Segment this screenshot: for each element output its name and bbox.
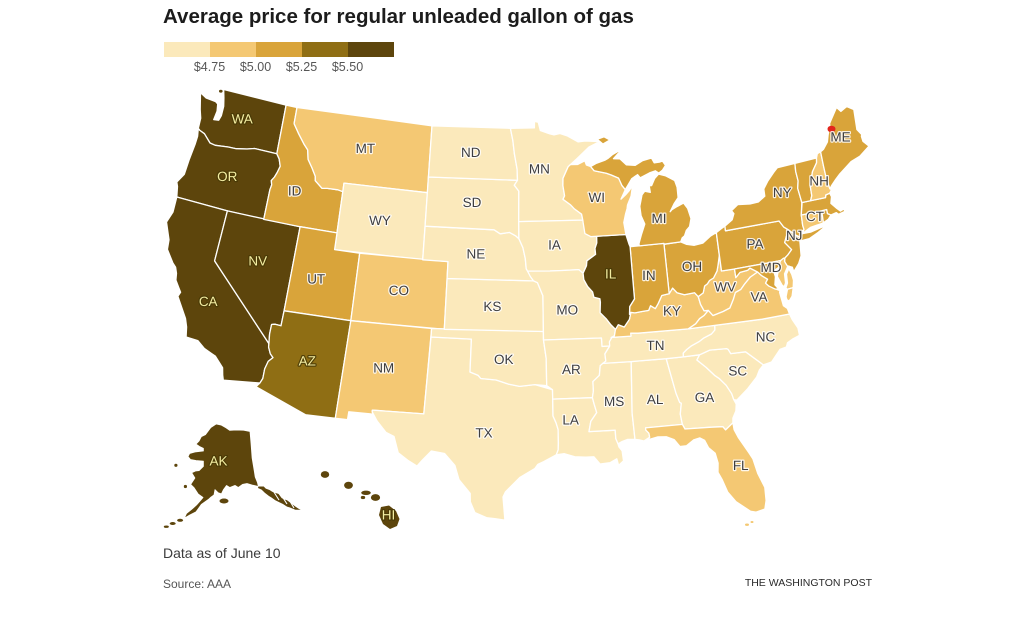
svg-text:TN: TN — [647, 338, 665, 353]
svg-text:PA: PA — [746, 237, 763, 252]
svg-text:SC: SC — [728, 364, 747, 379]
svg-text:NH: NH — [809, 174, 829, 189]
svg-text:NV: NV — [248, 253, 267, 268]
svg-text:NY: NY — [773, 185, 792, 200]
svg-text:NJ: NJ — [786, 228, 803, 243]
svg-text:WY: WY — [369, 213, 391, 228]
svg-text:HI: HI — [382, 508, 396, 523]
svg-text:KS: KS — [483, 299, 501, 314]
svg-text:AZ: AZ — [299, 353, 316, 368]
svg-text:GA: GA — [695, 390, 715, 405]
svg-text:CT: CT — [806, 209, 824, 224]
svg-text:AL: AL — [647, 392, 664, 407]
svg-text:MT: MT — [356, 141, 376, 156]
svg-text:OR: OR — [217, 169, 238, 184]
svg-text:IA: IA — [548, 238, 561, 253]
svg-text:MN: MN — [529, 161, 550, 176]
svg-text:VA: VA — [750, 290, 767, 305]
svg-text:UT: UT — [307, 272, 325, 287]
svg-text:KY: KY — [663, 304, 681, 319]
svg-text:NE: NE — [467, 246, 486, 261]
svg-text:AK: AK — [209, 454, 227, 469]
svg-text:SD: SD — [463, 195, 482, 210]
svg-text:CA: CA — [199, 294, 218, 309]
svg-text:WV: WV — [714, 279, 736, 294]
svg-text:AR: AR — [562, 362, 581, 377]
svg-text:FL: FL — [733, 458, 749, 473]
svg-text:WA: WA — [232, 111, 253, 126]
svg-text:NM: NM — [373, 361, 394, 376]
svg-text:WI: WI — [589, 190, 606, 205]
svg-text:MD: MD — [761, 260, 782, 275]
svg-text:ND: ND — [461, 145, 481, 160]
svg-text:MO: MO — [556, 303, 578, 318]
svg-text:MS: MS — [604, 394, 624, 409]
svg-text:ID: ID — [288, 184, 302, 199]
svg-text:IL: IL — [605, 267, 617, 282]
svg-text:IN: IN — [642, 268, 656, 283]
svg-text:OH: OH — [682, 259, 702, 274]
svg-text:MI: MI — [652, 211, 667, 226]
svg-text:TX: TX — [475, 425, 492, 440]
svg-text:CO: CO — [389, 283, 409, 298]
svg-text:ME: ME — [830, 130, 850, 145]
svg-text:LA: LA — [562, 413, 579, 428]
svg-text:OK: OK — [494, 352, 514, 367]
svg-text:NC: NC — [756, 330, 776, 345]
